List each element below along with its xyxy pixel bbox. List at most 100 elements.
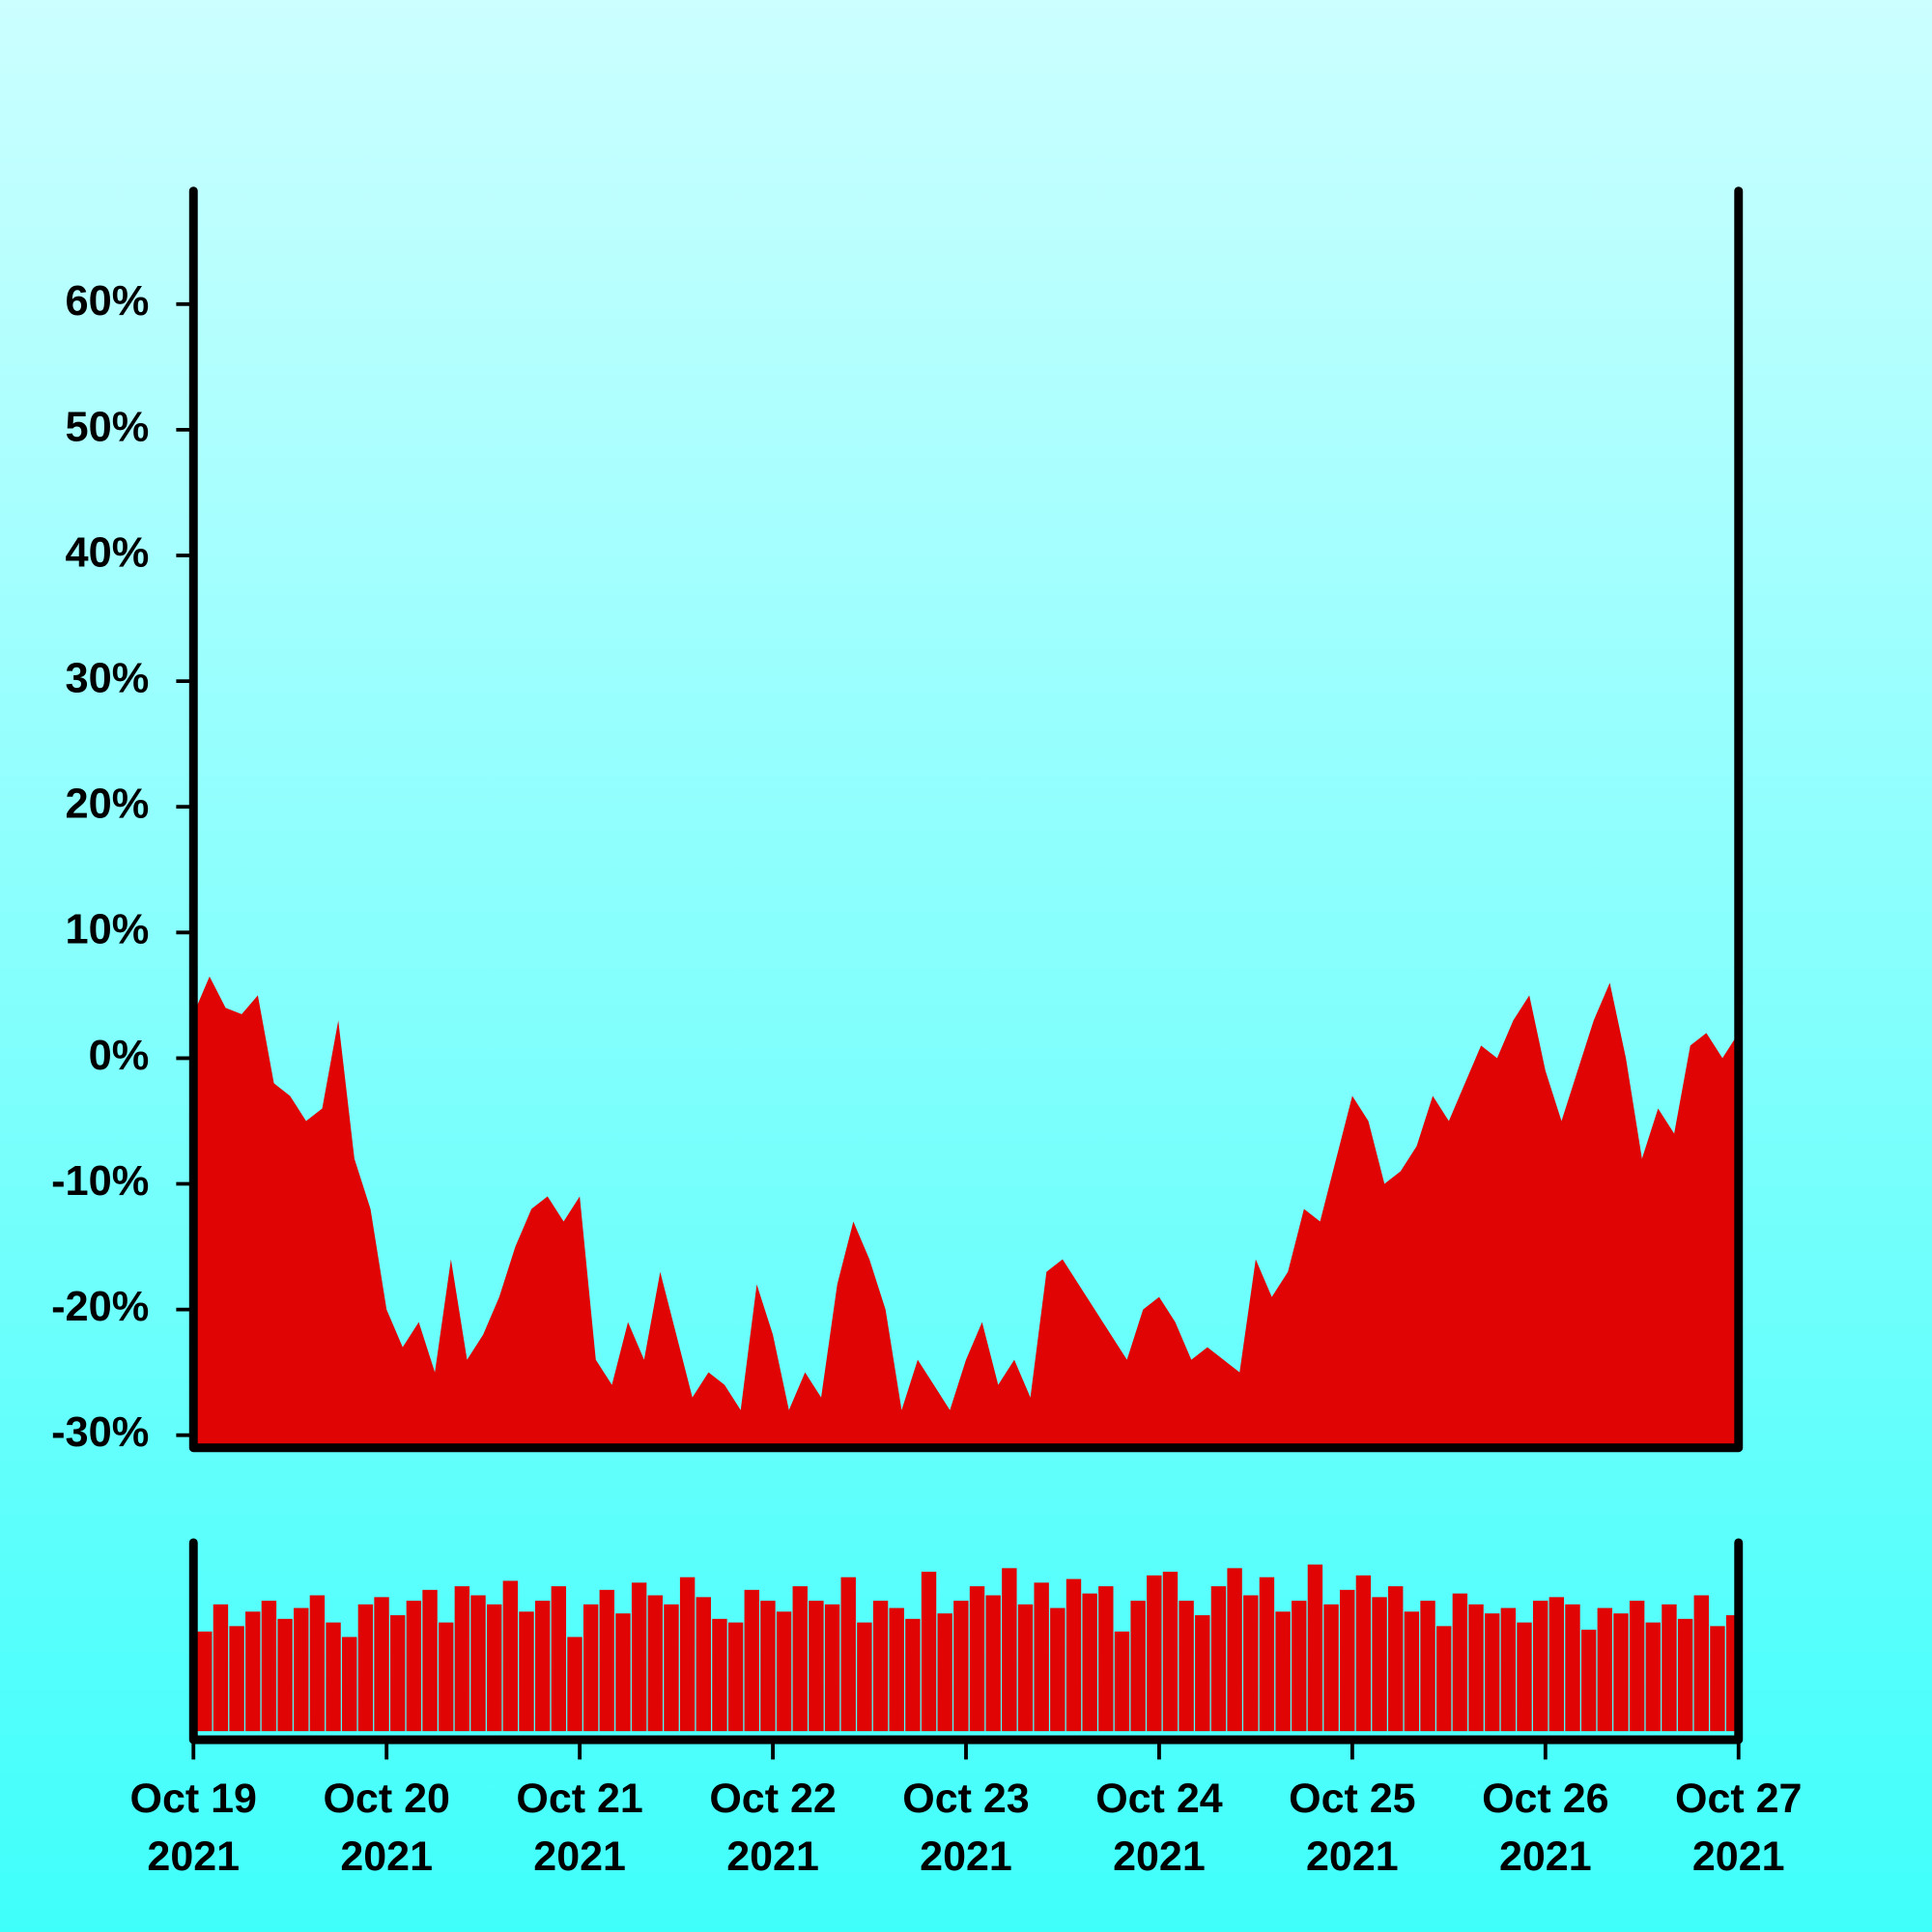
volume-bar [599,1589,615,1732]
axis-frame [188,1538,1744,1745]
volume-bar [664,1604,679,1732]
volume-bar [454,1586,470,1732]
y-tick-label: 0% [89,1033,150,1079]
volume-bar [696,1597,711,1732]
volume-bar [519,1611,534,1732]
volume-bar [679,1577,696,1732]
volume-bar [1195,1615,1210,1732]
axis-frame [188,186,1744,1453]
volume-bar [1017,1604,1034,1732]
volume-bar [1307,1564,1323,1732]
volume-bar [905,1618,921,1732]
volume-bar [294,1607,309,1732]
volume-bar [1710,1626,1725,1732]
volume-bar [1517,1622,1532,1732]
volume-bar [1275,1611,1291,1732]
volume-bar [872,1601,889,1732]
y-tick-label: 40% [66,529,150,576]
volume-bar [582,1604,599,1732]
volume-bar [1548,1597,1565,1732]
x-tick-label: Oct 22 2021 [709,1775,837,1880]
volume-bar [857,1622,872,1732]
x-tick-label: Oct 21 2021 [516,1775,643,1880]
y-tick-label: 60% [66,278,150,325]
area [193,976,1739,1448]
volume-bar [439,1622,454,1732]
volume-bar [277,1618,293,1732]
volume-bar [1436,1626,1452,1732]
volume-bar [1050,1607,1065,1732]
y-tick-label: 10% [66,907,150,953]
volume-bar [261,1601,277,1732]
volume-bar [824,1604,840,1732]
volume-bar [1355,1575,1372,1732]
y-tick-label: -10% [51,1158,149,1205]
x-tick-label: Oct 23 2021 [902,1775,1030,1880]
volume-bar [1629,1601,1645,1732]
y-tick-label: 20% [66,781,150,828]
volume-bar [760,1601,776,1732]
volume-bar [776,1611,792,1732]
volume-bar [309,1595,326,1732]
volume-bar [326,1622,341,1732]
volume-bar [1292,1601,1307,1732]
volume-bar [1065,1578,1082,1732]
volume-bar [1372,1597,1387,1732]
volume-bar [631,1582,647,1732]
x-tick-label: Oct 27 2021 [1675,1775,1803,1880]
volume-bar [969,1586,985,1732]
volume-bar [342,1636,357,1732]
volume-bar [1613,1613,1629,1732]
volume-bar [1565,1604,1580,1732]
volume-bar [1580,1630,1597,1732]
volume-bar [1002,1568,1017,1732]
volume-bar [245,1611,261,1732]
volume-bar [1532,1601,1548,1732]
volume-bar [1227,1568,1242,1732]
x-tick-label: Oct 19 2021 [129,1775,257,1880]
volume-bar [1468,1604,1484,1732]
volume-bar [1179,1601,1194,1732]
volume-bar [921,1572,937,1732]
volume-bar [1082,1593,1097,1732]
volume-bar [534,1601,551,1732]
x-tick-label: Oct 24 2021 [1095,1775,1223,1880]
volume-bar [197,1631,213,1732]
volume-bar [406,1601,422,1732]
volume-bar [953,1601,969,1732]
volume-bar [1259,1577,1275,1732]
x-tick-label: Oct 26 2021 [1482,1775,1609,1880]
volume-bar [1388,1586,1404,1732]
volume-bar [1130,1601,1146,1732]
volume-bar [889,1607,904,1732]
volume-bar [1114,1631,1130,1732]
volume-bar [727,1622,744,1732]
volume-bar [229,1626,244,1732]
volume-bar [1662,1604,1677,1732]
volume-bar [486,1604,502,1732]
y-tick-label: 30% [66,656,150,702]
volume-bar [502,1580,519,1732]
volume-bar [213,1604,229,1732]
volume-bar [1340,1589,1355,1732]
volume-bar [985,1595,1001,1732]
volume-bar [1404,1611,1420,1732]
volume-bar [1034,1582,1049,1732]
y-tick-label: -30% [51,1409,149,1456]
volume-bar [937,1613,952,1732]
volume-bar [809,1601,824,1732]
y-tick-label: 50% [66,404,150,450]
volume-bar [1162,1572,1179,1732]
volume-bar [1677,1618,1693,1732]
x-tick-label: Oct 25 2021 [1289,1775,1416,1880]
volume-bar [840,1577,856,1732]
volume-bar [422,1589,438,1732]
volume-bar [1243,1595,1259,1732]
volume-bar [712,1618,727,1732]
volume-bar [1420,1601,1435,1732]
volume-bar [357,1604,374,1732]
volume-bar [792,1586,808,1732]
volume-bar [744,1589,759,1732]
